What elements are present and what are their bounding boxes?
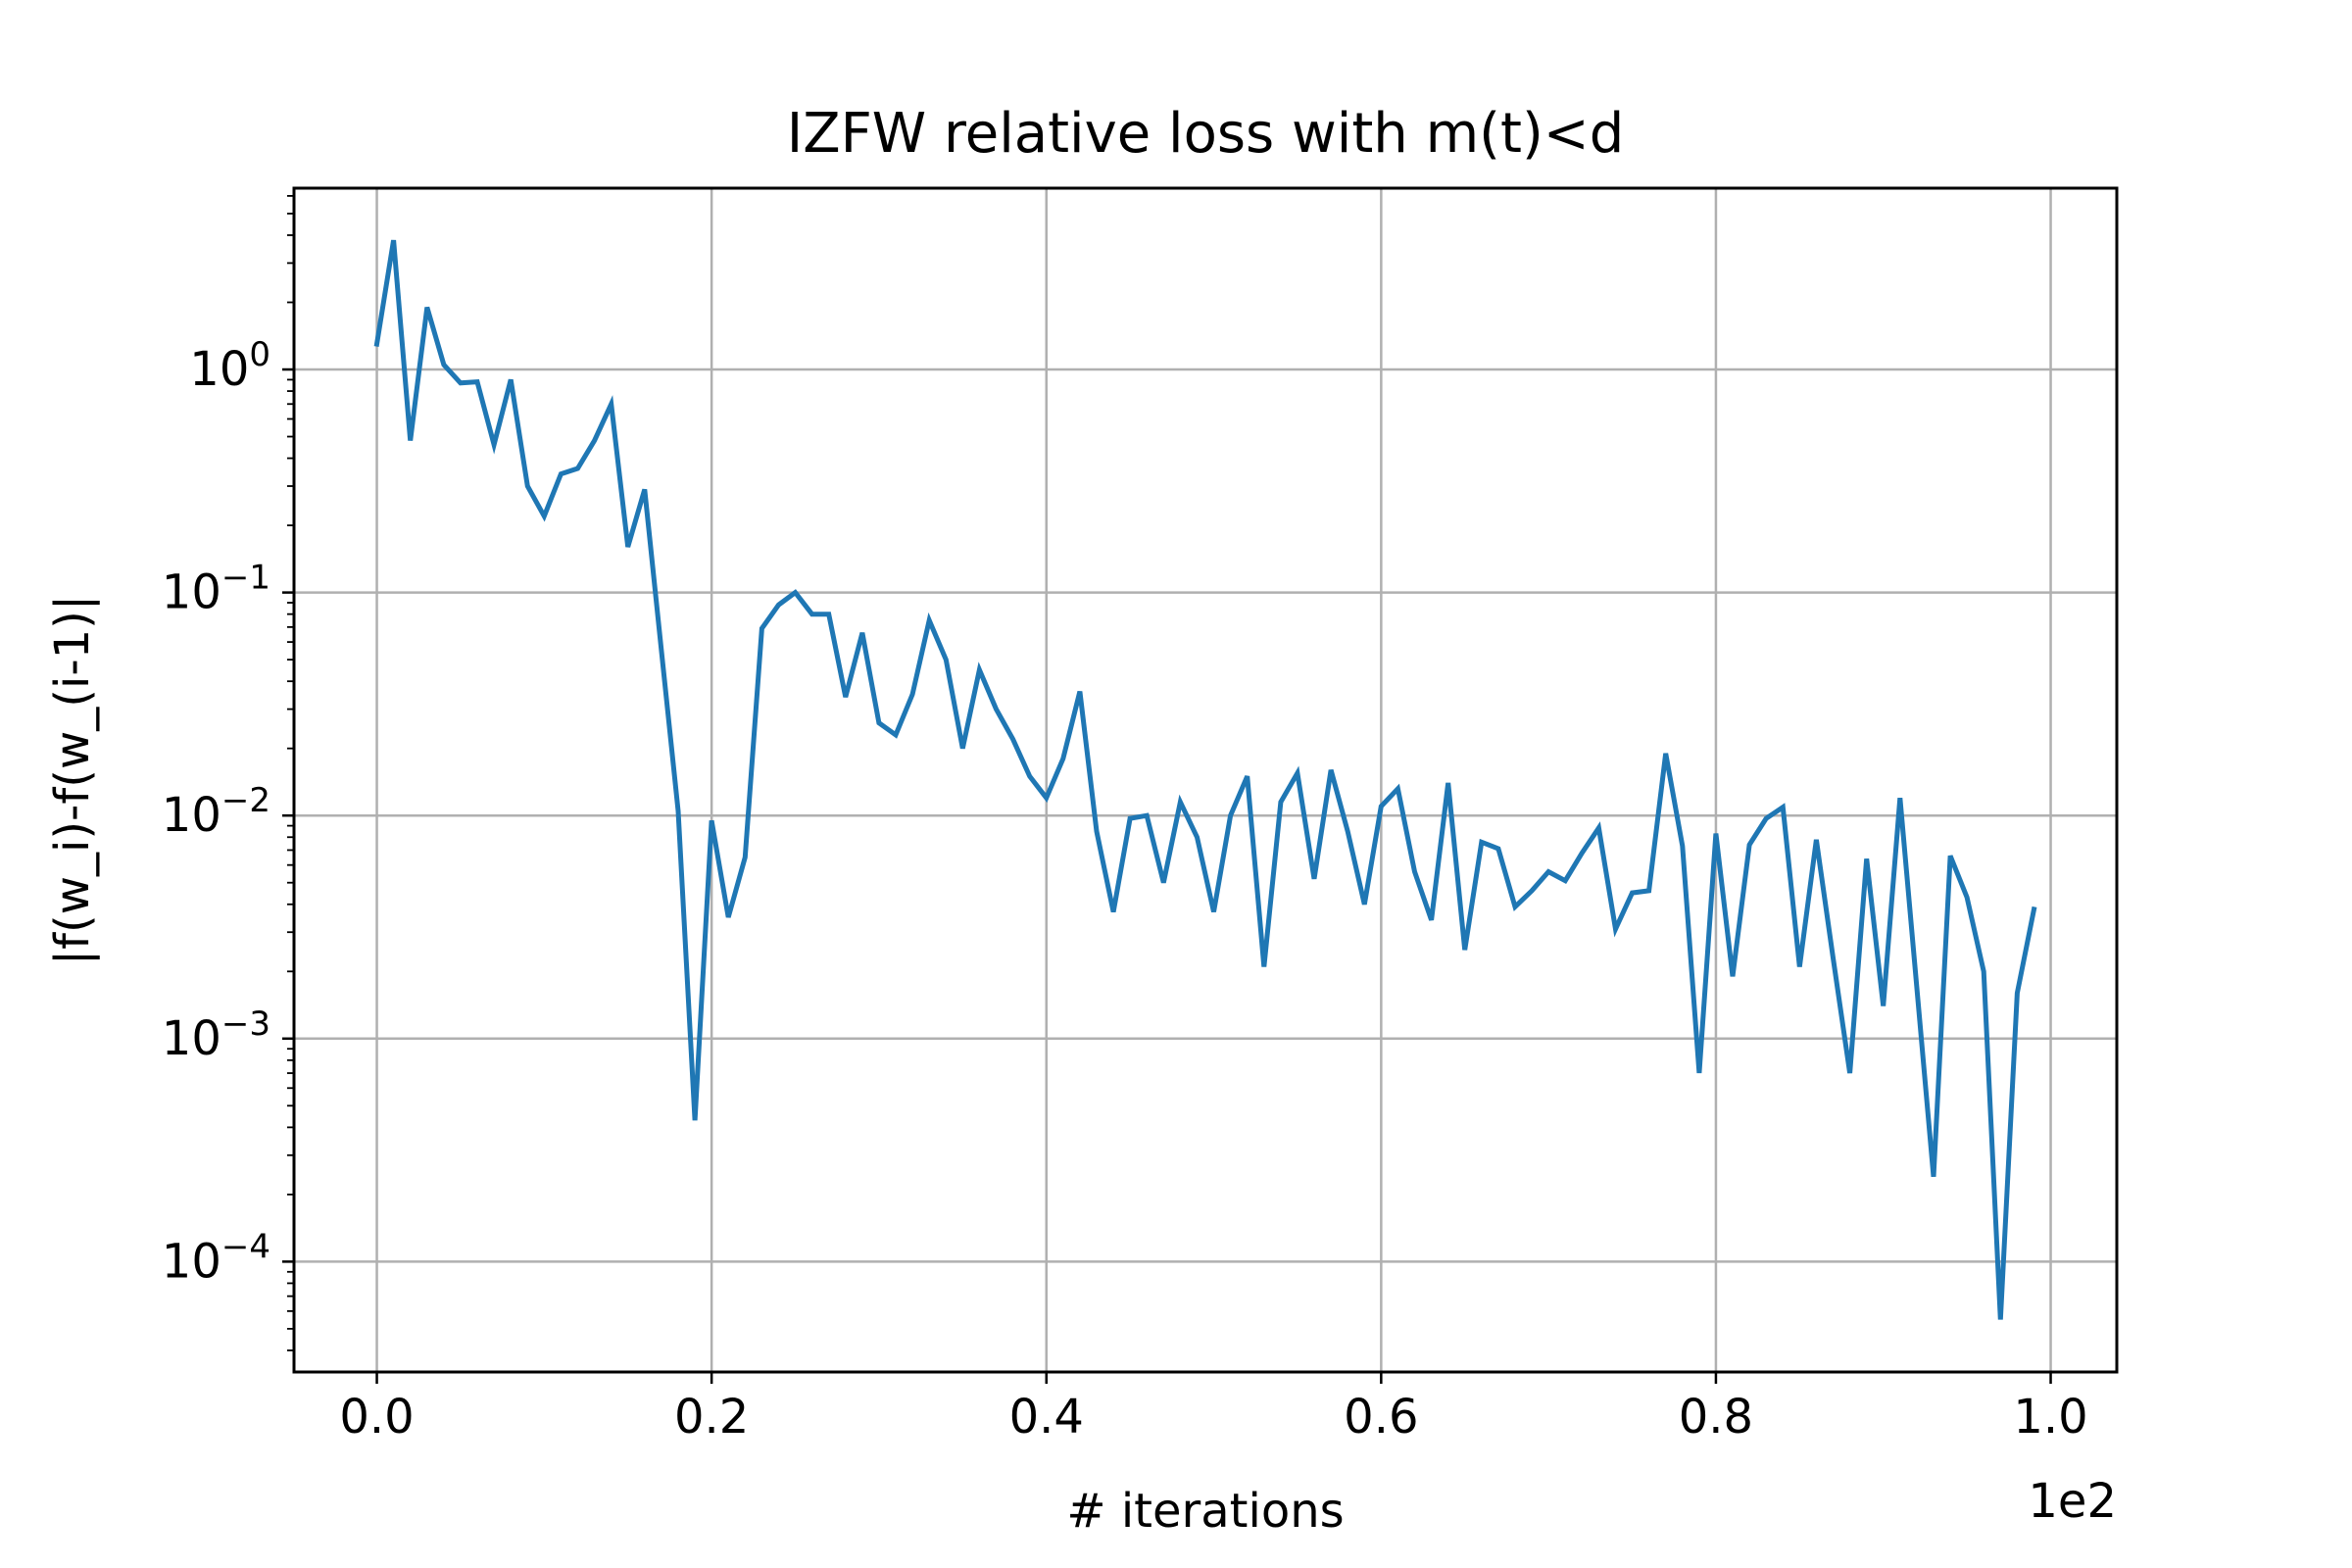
y-tick-label-exponent: 0 bbox=[249, 335, 270, 374]
y-axis-label: |f(w_i)-f(w_(i-1)| bbox=[45, 595, 100, 965]
y-tick-label-exponent: −4 bbox=[221, 1227, 270, 1266]
y-tick-label: 10−4 bbox=[162, 1227, 270, 1289]
y-tick-label-base: 10 bbox=[162, 565, 221, 620]
x-tick-label: 0.4 bbox=[1009, 1390, 1084, 1445]
x-tick-label: 0.0 bbox=[339, 1390, 414, 1445]
x-axis-offset-text: 1e2 bbox=[2028, 1474, 2117, 1529]
y-tick-label-base: 10 bbox=[162, 1011, 221, 1066]
x-axis-label: # iterations bbox=[1066, 1484, 1344, 1539]
series-line bbox=[373, 239, 2037, 1320]
plot-frame bbox=[292, 186, 2119, 1374]
y-tick-label: 10−2 bbox=[162, 781, 270, 843]
y-tick-label-exponent: −2 bbox=[221, 781, 270, 820]
series-layer bbox=[373, 239, 2037, 1320]
y-tick-label: 10−1 bbox=[162, 559, 270, 620]
x-tick-label: 0.8 bbox=[1679, 1390, 1753, 1445]
y-tick-label-exponent: −1 bbox=[221, 559, 270, 598]
x-tick-label: 1.0 bbox=[2013, 1390, 2087, 1445]
y-tick-label-exponent: −3 bbox=[221, 1004, 270, 1044]
y-tick-label-base: 10 bbox=[162, 788, 221, 843]
x-tick-label: 0.2 bbox=[674, 1390, 749, 1445]
y-tick-label: 10−3 bbox=[162, 1004, 270, 1066]
y-tick-label-base: 10 bbox=[162, 1234, 221, 1289]
y-tick-label-base: 10 bbox=[189, 342, 249, 397]
grid bbox=[294, 188, 2117, 1372]
x-tick-label: 0.6 bbox=[1344, 1390, 1418, 1445]
y-tick-label: 100 bbox=[189, 335, 270, 397]
chart-title: IZFW relative loss with m(t)<d bbox=[787, 102, 1625, 166]
